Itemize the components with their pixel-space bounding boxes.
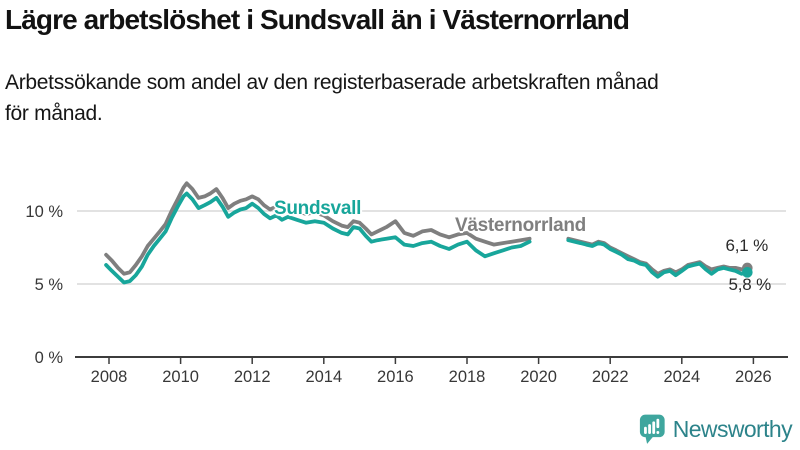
series-line-sundsvall [104,191,532,285]
y-tick-label: 10 % [25,203,63,221]
end-dot-sundsvall [742,267,753,278]
brand-name: Newsworthy [672,415,793,442]
subtitle-line-1: Arbetssökande som andel av den registerb… [5,71,659,95]
x-tick-label: 2020 [520,368,557,386]
subtitle-line-2: för månad. [5,102,103,126]
series-label-sundsvall: Sundsvall [274,198,362,219]
series-label-vasternorrland: Västernorrland [455,215,586,236]
x-tick-label: 2012 [234,368,271,386]
chart-subtitle: Arbetssökande som andel av den registerb… [5,68,796,130]
newsworthy-logo-icon [639,414,665,444]
x-tick-label: 2022 [592,368,629,386]
x-tick-label: 2014 [305,368,342,386]
y-tick-label: 5 % [35,276,64,294]
chart-header: Lägre arbetslöshet i Sundsvall än i Väst… [5,4,796,130]
end-value-label-sundsvall: 5,8 % [728,275,772,294]
x-tick-label: 2010 [162,368,199,386]
series-line-sundsvall [566,238,750,279]
x-tick-label: 2018 [449,368,486,386]
end-value-label-vasternorrland: 6,1 % [725,236,769,255]
series-line-västernorrland [104,181,532,276]
y-tick-label: 0 % [35,349,64,367]
x-tick-label: 2016 [377,368,414,386]
page-title: Lägre arbetslöshet i Sundsvall än i Väst… [5,4,630,35]
x-tick-label: 2008 [91,368,128,386]
x-tick-label: 2024 [663,368,700,386]
x-tick-label: 2026 [735,368,772,386]
brand-footer: Newsworthy [639,411,793,447]
